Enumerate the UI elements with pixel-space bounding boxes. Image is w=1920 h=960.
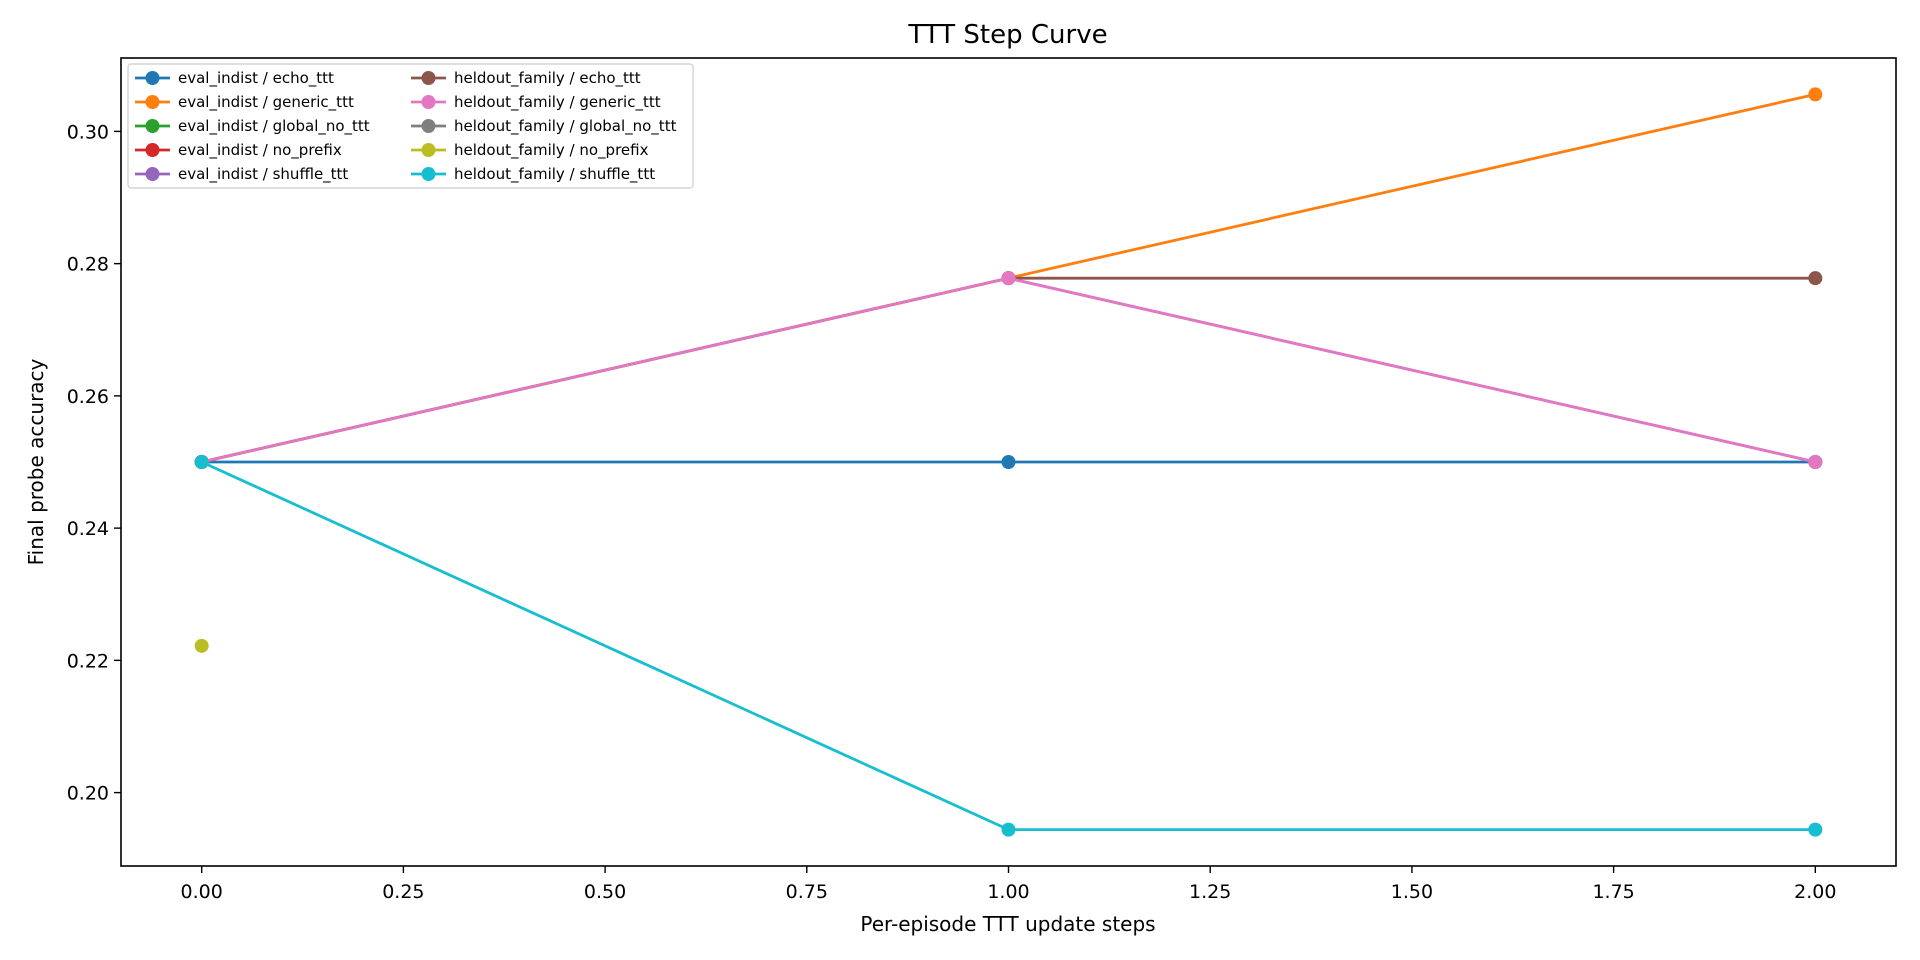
data-point xyxy=(1808,271,1823,286)
x-tick-label: 1.75 xyxy=(1592,881,1634,903)
data-point xyxy=(1808,822,1823,837)
data-point xyxy=(194,455,209,469)
legend-label: heldout_family / echo_ttt xyxy=(454,69,641,88)
legend-label: heldout_family / global_no_ttt xyxy=(454,117,677,136)
legend-marker xyxy=(421,119,436,133)
data-point xyxy=(194,638,209,653)
legend-item: eval_indist / no_prefix xyxy=(135,141,342,160)
y-tick-label: 0.22 xyxy=(67,650,109,672)
y-tick-label: 0.24 xyxy=(67,518,109,540)
legend-label: eval_indist / no_prefix xyxy=(178,141,342,160)
y-axis: 0.20 0.22 0.24 0.26 0.28 0.30 xyxy=(67,121,121,805)
x-tick-label: 2.00 xyxy=(1794,881,1836,903)
legend-item: eval_indist / shuffle_ttt xyxy=(135,165,348,184)
legend-item: heldout_family / global_no_ttt xyxy=(411,117,677,136)
legend-marker xyxy=(421,167,436,181)
chart-title: TTT Step Curve xyxy=(907,20,1107,50)
legend-marker xyxy=(421,95,436,109)
legend-marker xyxy=(145,143,160,157)
x-axis: 0.00 0.25 0.50 0.75 1.00 1.25 1.50 1.75 2.00 xyxy=(181,866,1836,903)
legend-label: eval_indist / global_no_ttt xyxy=(178,117,370,136)
legend-item: heldout_family / no_prefix xyxy=(411,141,649,160)
legend-label: eval_indist / generic_ttt xyxy=(178,93,354,112)
x-tick-label: 0.25 xyxy=(382,881,424,903)
legend-label: eval_indist / echo_ttt xyxy=(178,69,334,88)
legend-label: heldout_family / no_prefix xyxy=(454,141,649,160)
x-tick-label: 1.00 xyxy=(987,881,1029,903)
y-axis-label: Final probe accuracy xyxy=(24,358,48,565)
x-tick-label: 1.50 xyxy=(1391,881,1433,903)
legend-item: eval_indist / echo_ttt xyxy=(135,69,334,88)
series xyxy=(194,455,1823,837)
x-tick-label: 0.00 xyxy=(181,881,223,903)
legend-marker xyxy=(145,167,160,181)
legend-label: eval_indist / shuffle_ttt xyxy=(178,165,348,184)
y-tick-label: 0.30 xyxy=(67,121,109,143)
legend-label: heldout_family / generic_ttt xyxy=(454,93,661,112)
series xyxy=(194,638,209,653)
legend-box xyxy=(127,63,694,189)
series-layer xyxy=(194,87,1823,837)
data-point xyxy=(1001,271,1016,286)
legend-item: heldout_family / shuffle_ttt xyxy=(411,165,655,184)
legend-item: heldout_family / generic_ttt xyxy=(411,93,661,112)
legend-marker xyxy=(145,119,160,133)
x-tick-label: 1.25 xyxy=(1189,881,1231,903)
data-point xyxy=(1808,87,1823,102)
x-tick-label: 0.75 xyxy=(786,881,828,903)
legend-label: heldout_family / shuffle_ttt xyxy=(454,165,655,184)
legend: eval_indist / echo_ttt eval_indist / gene… xyxy=(127,63,694,189)
data-point xyxy=(1001,822,1016,837)
y-tick-label: 0.26 xyxy=(67,386,109,408)
legend-item: eval_indist / global_no_ttt xyxy=(135,117,370,136)
legend-marker xyxy=(145,71,160,85)
legend-marker xyxy=(421,71,436,85)
x-axis-label: Per-episode TTT update steps xyxy=(860,912,1155,936)
legend-item: heldout_family / echo_ttt xyxy=(411,69,641,88)
data-point xyxy=(1001,455,1016,469)
legend-item: eval_indist / generic_ttt xyxy=(135,93,354,112)
y-tick-label: 0.28 xyxy=(67,254,109,276)
legend-marker xyxy=(145,95,160,109)
data-point xyxy=(1808,455,1823,469)
legend-marker xyxy=(421,143,436,157)
x-tick-label: 0.50 xyxy=(584,881,626,903)
y-tick-label: 0.20 xyxy=(67,783,109,805)
